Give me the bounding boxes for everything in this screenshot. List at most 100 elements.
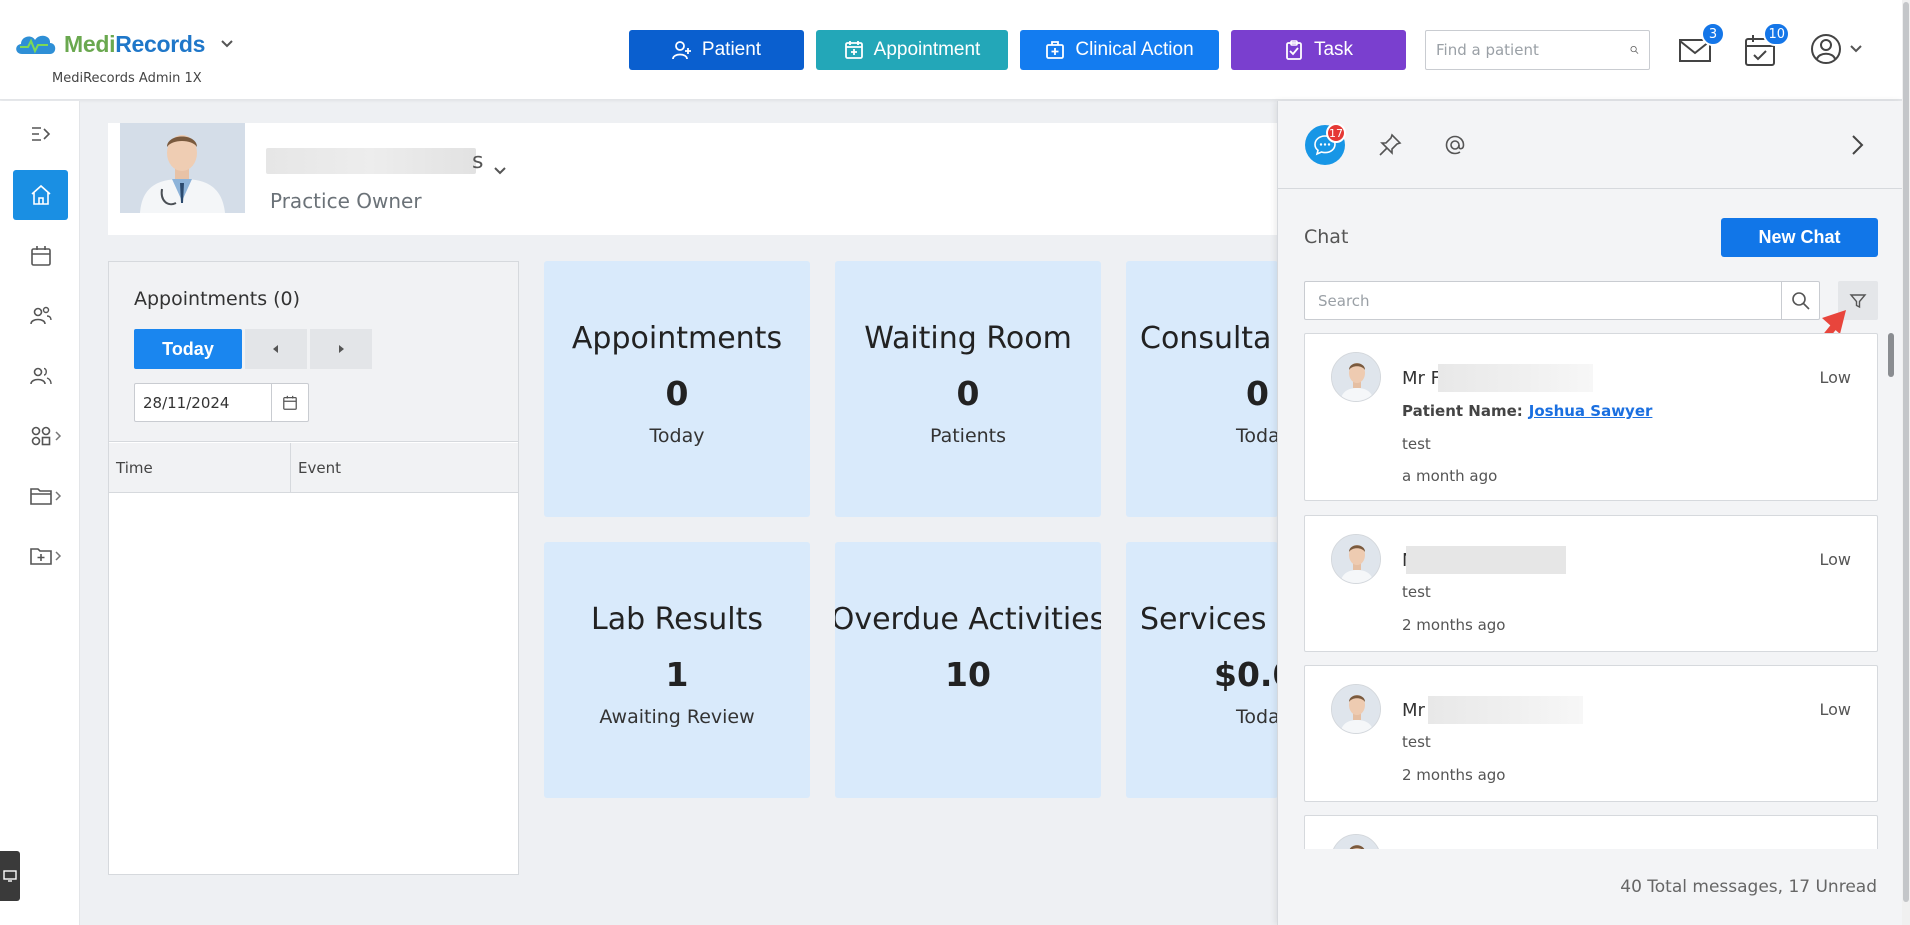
card-value: $0.0: [1214, 655, 1278, 694]
sidebar-item-home[interactable]: [13, 170, 68, 220]
sidebar-item-apps[interactable]: [13, 411, 68, 461]
priority-label: Low: [1819, 368, 1851, 387]
previous-day-button[interactable]: [245, 329, 307, 369]
chevron-right-icon: [55, 551, 62, 561]
sidebar-collapse[interactable]: [13, 109, 68, 159]
chat-message-item[interactable]: Mr F Low Patient Name: Joshua Sawyer test…: [1304, 333, 1878, 501]
next-day-button[interactable]: [310, 329, 372, 369]
date-picker[interactable]: 28/11/2024: [134, 383, 309, 422]
calendar-tasks-button[interactable]: 10: [1742, 22, 1790, 68]
sidebar-item-calendar[interactable]: [13, 231, 68, 281]
page-scrollbar-thumb[interactable]: [1903, 2, 1909, 902]
card-title: Services In: [1140, 602, 1278, 637]
card-value: 10: [945, 655, 991, 694]
patient-name-row: Patient Name: Joshua Sawyer: [1402, 402, 1652, 420]
card-subtitle: Patients: [929, 425, 1007, 447]
chat-search-input[interactable]: [1305, 291, 1781, 310]
card-value: 1: [665, 655, 689, 694]
card-value: 0: [1246, 374, 1269, 413]
sender-name-redacted: [1438, 364, 1593, 392]
card-waiting-room[interactable]: Waiting Room 0 Patients: [835, 261, 1101, 517]
chat-search-button[interactable]: [1781, 282, 1819, 319]
clinical-action-button[interactable]: Clinical Action: [1020, 30, 1219, 70]
chat-search-field[interactable]: [1304, 281, 1820, 320]
pin-icon[interactable]: [1377, 132, 1403, 158]
date-picker-button[interactable]: [271, 384, 308, 421]
clinical-action-button-label: Clinical Action: [1075, 39, 1194, 60]
card-lab-results[interactable]: Lab Results 1 Awaiting Review: [544, 542, 810, 798]
profile-role: Practice Owner: [270, 189, 422, 213]
user-avatar-icon: [1811, 34, 1841, 64]
folder-icon: [29, 488, 52, 505]
home-icon: [30, 184, 51, 205]
card-title: Overdue Activities: [835, 602, 1101, 637]
card-subtitle: Today: [1236, 706, 1278, 728]
new-chat-button[interactable]: New Chat: [1721, 218, 1878, 257]
apps-icon: [31, 426, 50, 446]
doctor-photo-icon: [120, 123, 245, 213]
priority-label: Low: [1819, 700, 1851, 719]
today-button[interactable]: Today: [134, 329, 242, 369]
sender-name: Mr: [1402, 700, 1425, 721]
card-value: 0: [956, 374, 980, 413]
side-drawer-tab[interactable]: [0, 851, 20, 901]
sidebar-item-folder[interactable]: [13, 471, 68, 521]
collapse-icon: [31, 127, 50, 141]
sender-avatar: [1331, 684, 1381, 734]
appointment-button[interactable]: Appointment: [816, 30, 1008, 70]
doctor-avatar-icon: [1332, 535, 1380, 583]
card-subtitle: Awaiting Review: [599, 706, 755, 728]
date-value[interactable]: 28/11/2024: [143, 393, 230, 412]
card-appointments[interactable]: Appointments 0 Today: [544, 261, 810, 517]
caret-left-icon: [273, 345, 278, 353]
app-logo[interactable]: MediRecords: [12, 30, 235, 58]
user-menu[interactable]: [1810, 33, 1864, 65]
appointments-grid-header: Time Event: [109, 443, 518, 493]
appointment-button-label: Appointment: [873, 39, 981, 60]
sidebar-item-patients[interactable]: [13, 291, 68, 341]
chevron-right-icon[interactable]: [1844, 132, 1870, 158]
monitor-icon: [3, 870, 17, 882]
chevron-down-icon: [1850, 45, 1862, 53]
doctor-avatar-icon: [1332, 685, 1380, 733]
chat-heading: Chat: [1304, 226, 1349, 248]
task-button-label: Task: [1313, 39, 1354, 60]
patient-button[interactable]: Patient: [629, 30, 804, 70]
chevron-down-icon[interactable]: [492, 163, 508, 179]
profile-name-suffix: s: [472, 149, 484, 174]
mail-count-badge: 3: [1701, 22, 1725, 46]
chat-message-item[interactable]: Mr Low test 2 months ago: [1304, 665, 1878, 802]
sender-avatar: [1331, 352, 1381, 402]
sender-name-redacted: [1428, 696, 1583, 724]
card-overdue-activities[interactable]: Overdue Activities 10: [835, 542, 1101, 798]
chat-message-item[interactable]: [1304, 815, 1878, 849]
chat-scrollbar[interactable]: [1888, 333, 1894, 849]
message-time: 2 months ago: [1402, 616, 1506, 634]
priority-label: Low: [1819, 550, 1851, 569]
patient-name-link[interactable]: Joshua Sawyer: [1528, 402, 1653, 420]
scrollbar-thumb[interactable]: [1888, 333, 1894, 377]
chat-message-item[interactable]: N Low test 2 months ago: [1304, 515, 1878, 652]
chevron-down-icon[interactable]: [219, 36, 235, 52]
mail-button[interactable]: 3: [1677, 22, 1725, 68]
appointments-title: Appointments (0): [134, 288, 301, 310]
sidebar-item-folder-add[interactable]: [13, 531, 68, 581]
find-patient-input[interactable]: [1436, 41, 1630, 59]
brand-part1: Medi: [64, 30, 116, 57]
mention-icon[interactable]: [1442, 132, 1468, 158]
sender-avatar: [1331, 534, 1381, 584]
chat-message-summary: 40 Total messages, 17 Unread: [1620, 877, 1877, 897]
sidebar-item-users[interactable]: [13, 351, 68, 401]
column-time: Time: [116, 459, 153, 477]
task-button[interactable]: Task: [1231, 30, 1406, 70]
page-scrollbar[interactable]: [1902, 0, 1910, 925]
doctor-avatar: [120, 123, 245, 213]
card-consultations[interactable]: Consulta 0 Today: [1126, 261, 1278, 517]
column-event: Event: [298, 459, 341, 477]
search-icon[interactable]: [1630, 40, 1639, 60]
brand-name: MediRecords: [64, 31, 205, 58]
card-services-invoiced[interactable]: Services In $0.0 Today: [1126, 542, 1278, 798]
search-icon: [1791, 291, 1810, 310]
doctor-avatar-icon: [1332, 835, 1380, 849]
find-patient-field[interactable]: [1425, 30, 1650, 70]
